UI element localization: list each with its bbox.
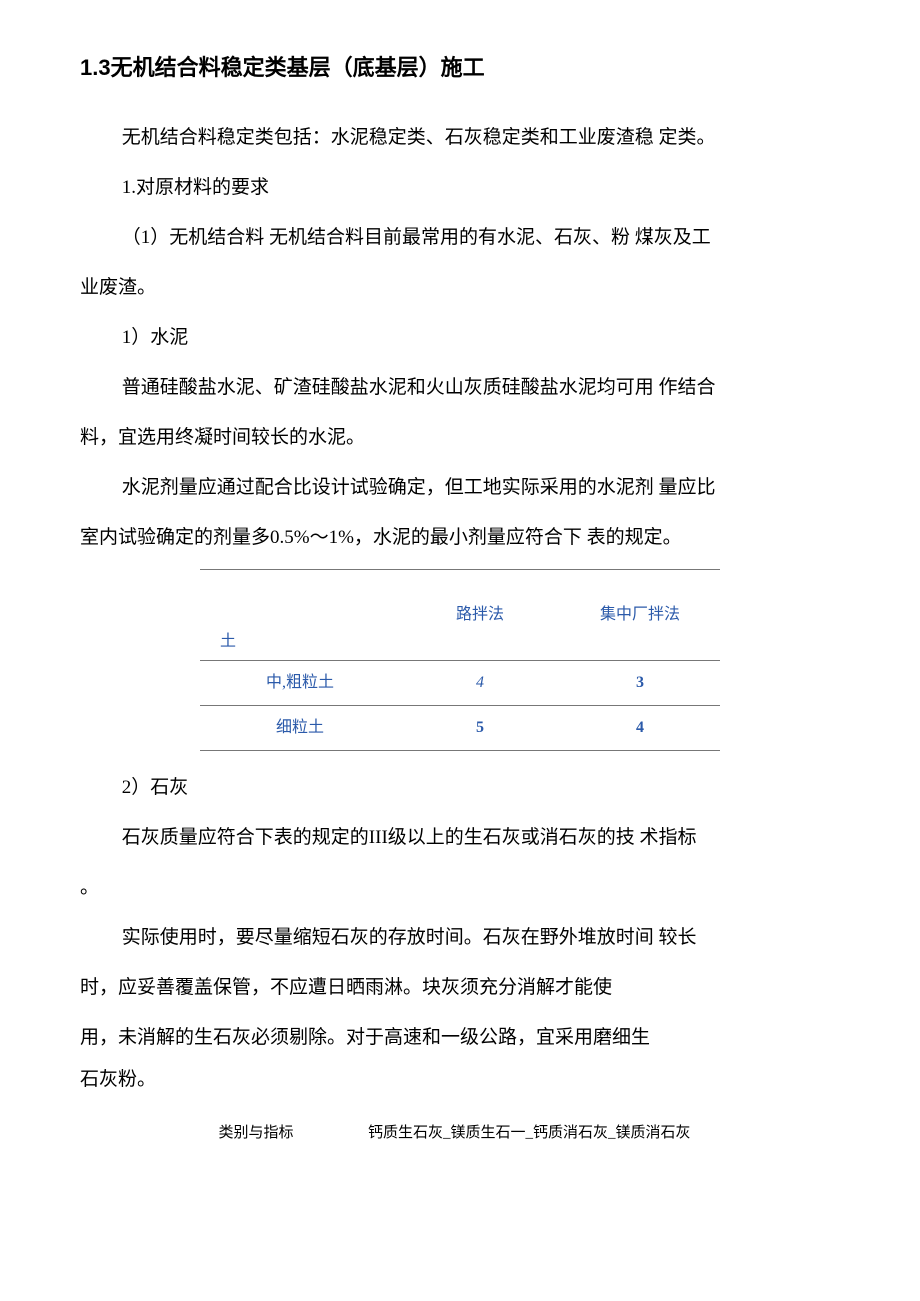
paragraph: 石灰质量应符合下表的规定的III级以上的生石灰或消石灰的技 术指标 <box>80 819 840 857</box>
paragraph: （1）无机结合料 无机结合料目前最常用的有水泥、石灰、粉 煤灰及工 <box>80 219 840 257</box>
paragraph: 2）石灰 <box>80 769 840 807</box>
table-cell: 钙质生石灰_镁质生石一_钙质消石灰_镁质消石灰 <box>362 1119 770 1147</box>
paragraph: 1）水泥 <box>80 319 840 357</box>
table-cell: 类别与指标 <box>150 1119 362 1147</box>
paragraph: 时，应妥善覆盖保管，不应遭日晒雨淋。块灰须充分消解才能使 <box>80 969 840 1007</box>
table-row: 类别与指标 钙质生石灰_镁质生石一_钙质消石灰_镁质消石灰 <box>150 1119 770 1147</box>
table-cell: 5 <box>400 706 560 751</box>
table-rowlabel-header: 土 <box>200 570 400 661</box>
table-col-header: 集中厂拌法 <box>560 570 720 661</box>
paragraph: 石灰粉。 <box>80 1061 840 1099</box>
paragraph: 实际使用时，要尽量缩短石灰的存放时间。石灰在野外堆放时间 较长 <box>80 919 840 957</box>
table-row: 中,粗粒土 4 3 <box>200 661 720 706</box>
table-cell-label: 细粒土 <box>200 706 400 751</box>
table-cell: 3 <box>560 661 720 706</box>
section-heading: 1.3无机结合料稳定类基层（底基层）施工 <box>80 50 840 85</box>
table-row: 细粒土 5 4 <box>200 706 720 751</box>
cement-dosage-table: 土 路拌法 集中厂拌法 中,粗粒土 4 3 细粒土 5 4 <box>200 569 720 751</box>
paragraph: 水泥剂量应通过配合比设计试验确定，但工地实际采用的水泥剂 量应比 <box>80 469 840 507</box>
paragraph: 无机结合料稳定类包括：水泥稳定类、石灰稳定类和工业废渣稳 定类。 <box>80 119 840 157</box>
paragraph: 室内试验确定的剂量多0.5%～1%，水泥的最小剂量应符合下 表的规定。 <box>80 519 840 557</box>
table-cell: 4 <box>400 661 560 706</box>
table-col-header: 路拌法 <box>400 570 560 661</box>
paragraph: 用，未消解的生石灰必须剔除。对于高速和一级公路，宜采用磨细生 <box>80 1019 840 1057</box>
category-item: 钙质消石灰 <box>533 1125 608 1141</box>
paragraph: 普通硅酸盐水泥、矿渣硅酸盐水泥和火山灰质硅酸盐水泥均可用 作结合 <box>80 369 840 407</box>
category-item: 钙质生石灰 <box>368 1125 443 1141</box>
paragraph: 。 <box>80 869 840 907</box>
table-cell-label: 中,粗粒土 <box>200 661 400 706</box>
paragraph: 业废渣。 <box>80 269 840 307</box>
paragraph: 1.对原材料的要求 <box>80 169 840 207</box>
table-header-row: 土 路拌法 集中厂拌法 <box>200 570 720 661</box>
category-item: 镁质消石灰 <box>616 1125 691 1141</box>
lime-category-header: 类别与指标 钙质生石灰_镁质生石一_钙质消石灰_镁质消石灰 <box>150 1119 770 1147</box>
category-item: 镁质生石一 <box>451 1125 526 1141</box>
table-cell: 4 <box>560 706 720 751</box>
paragraph: 料，宜选用终凝时间较长的水泥。 <box>80 419 840 457</box>
